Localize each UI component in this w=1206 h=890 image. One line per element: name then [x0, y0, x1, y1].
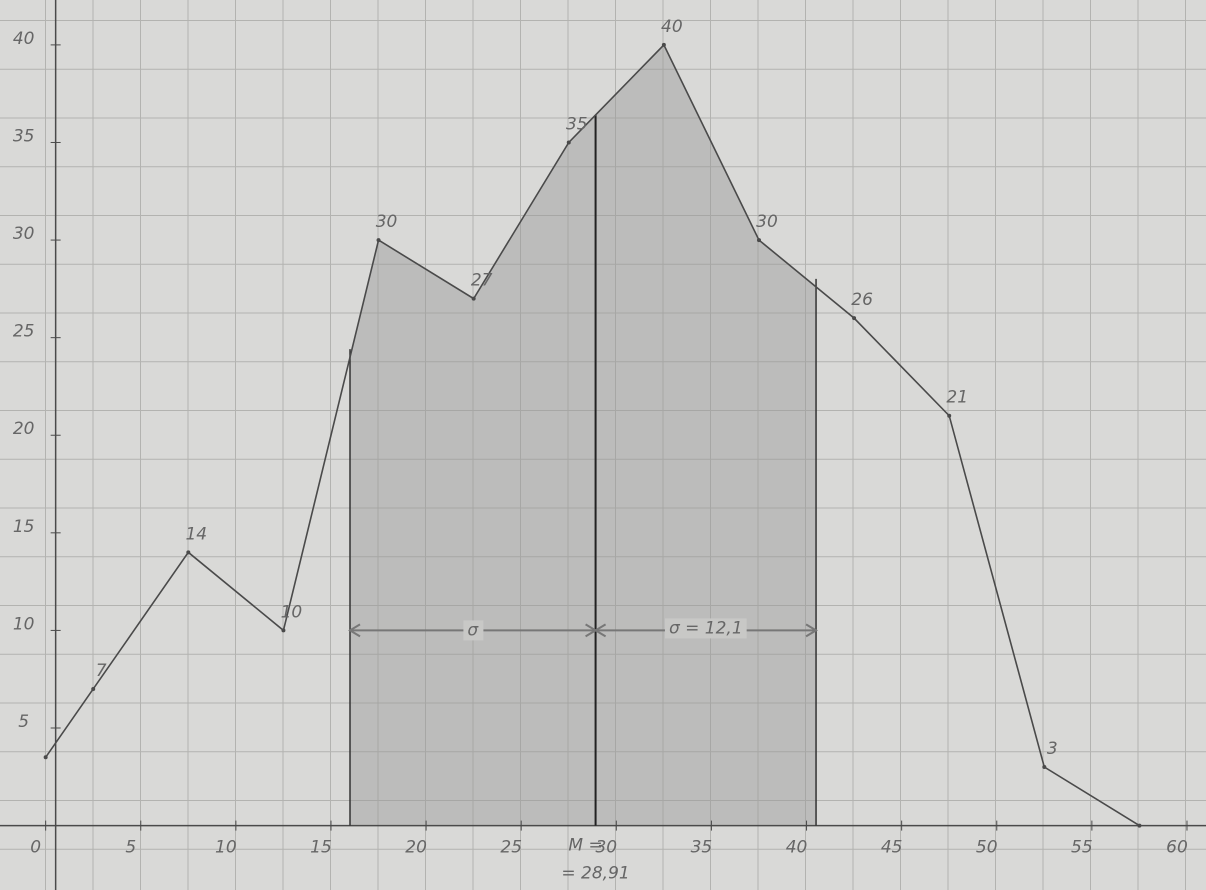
x-tick-label: 0 [30, 838, 41, 858]
data-label: 3 [1047, 739, 1058, 759]
sigma-label: σ = 12,1 [669, 618, 743, 638]
y-tick-label: 15 [13, 517, 35, 537]
data-label: 26 [851, 290, 873, 310]
shaded-area [350, 45, 816, 826]
x-tick-label: 15 [310, 838, 332, 858]
data-point [472, 297, 476, 301]
x-tick-label: 45 [881, 838, 903, 858]
data-label: 30 [376, 212, 398, 232]
data-label: 27 [471, 271, 493, 291]
y-tick-label: 40 [13, 29, 35, 49]
data-point [377, 238, 381, 242]
data-label: 30 [756, 212, 778, 232]
data-point [852, 316, 856, 320]
data-label: 7 [96, 661, 107, 681]
chart: 0 5 10 15 20 25 30 35 40 45 50 55 60 5 10 15 20 25 30 35 40 M… [0, 0, 1206, 890]
x-tick-label: 50 [976, 838, 998, 858]
data-point [281, 628, 285, 632]
data-point [757, 238, 761, 242]
x-tick-label: 55 [1071, 838, 1093, 858]
data-label: 40 [661, 17, 683, 37]
data-point [186, 550, 190, 554]
data-label: 21 [946, 388, 968, 408]
data-label: 14 [185, 524, 207, 544]
data-label: 10 [281, 602, 303, 622]
data-point [1042, 765, 1046, 769]
x-tick-label: 60 [1166, 838, 1188, 858]
x-tick-label: 10 [215, 838, 237, 858]
data-label: 35 [566, 114, 588, 134]
x-tick-label: 35 [691, 838, 713, 858]
y-tick-label: 20 [13, 419, 35, 439]
data-point [44, 755, 48, 759]
data-point [662, 43, 666, 47]
mean-label: = 28,91 [561, 864, 629, 884]
x-tick-label: 40 [786, 838, 808, 858]
data-point [91, 687, 95, 691]
y-tick-label: 5 [18, 712, 29, 732]
y-tick-label: 35 [13, 126, 35, 146]
y-tick-label: 25 [13, 322, 35, 342]
y-tick-label: 10 [13, 614, 35, 634]
sigma-symbol: σ [467, 620, 479, 640]
x-tick-label: 20 [405, 838, 427, 858]
graph-paper: 0 5 10 15 20 25 30 35 40 45 50 55 60 5 10 15 20 25 30 35 40 M… [0, 0, 1206, 890]
x-tick-label: 5 [125, 838, 136, 858]
data-point [947, 414, 951, 418]
data-point [567, 140, 571, 144]
y-tick-label: 30 [13, 224, 35, 244]
data-point [1137, 824, 1141, 828]
x-tick-label: 25 [500, 838, 522, 858]
mean-symbol: M = [568, 836, 602, 856]
